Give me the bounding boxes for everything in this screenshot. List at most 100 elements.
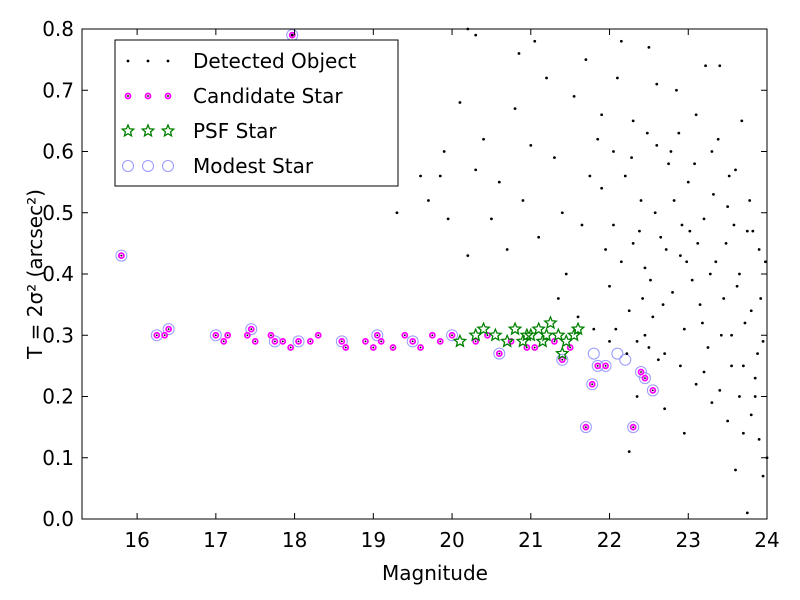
data-point [584, 58, 588, 62]
data-point [523, 344, 531, 351]
data-point [751, 229, 755, 233]
data-point [576, 315, 580, 319]
x-tick-label: 16 [124, 528, 149, 552]
data-point-center [167, 328, 170, 331]
x-axis-label: Magnitude [382, 561, 488, 585]
data-point [602, 362, 609, 370]
data-point [427, 199, 430, 202]
data-point [749, 309, 753, 313]
data-point [472, 337, 480, 345]
data-point [499, 333, 515, 348]
data-point [761, 474, 765, 478]
data-point [686, 180, 690, 184]
data-point [753, 395, 757, 398]
legend-item: Modest Star [122, 154, 314, 178]
legend-marker [142, 160, 154, 172]
legend-item: Candidate Star [124, 84, 343, 108]
data-point-center [372, 346, 375, 349]
data-point [698, 303, 702, 307]
data-point [209, 329, 222, 342]
legend-marker [162, 160, 174, 172]
data-point [764, 260, 767, 264]
data-point [531, 321, 546, 336]
data-point-center [644, 377, 646, 380]
data-point [474, 33, 478, 37]
data-point [338, 337, 346, 345]
data-point-center [431, 334, 434, 337]
data-point [690, 278, 694, 282]
legend-marker [164, 92, 172, 100]
data-point [373, 331, 381, 339]
y-tick-label: 0.0 [42, 507, 74, 531]
data-point [543, 315, 558, 330]
data-point [417, 344, 424, 351]
data-point [741, 364, 745, 368]
x-tick-label: 24 [754, 528, 779, 552]
data-point-center [364, 340, 367, 343]
data-point [389, 344, 397, 351]
data-point [730, 333, 733, 337]
data-point-center [604, 364, 607, 367]
data-point [738, 395, 741, 398]
data-point-center [309, 340, 312, 343]
data-point [631, 241, 635, 245]
legend-marker [144, 92, 152, 100]
data-point [395, 211, 399, 215]
data-point [452, 333, 468, 348]
data-point [377, 337, 385, 345]
data-point [667, 162, 670, 166]
data-point [702, 217, 706, 221]
data-point-center [222, 340, 225, 343]
data-point [553, 156, 556, 160]
data-point [647, 45, 651, 49]
legend-item: PSF Star [120, 119, 277, 143]
data-point [490, 217, 493, 221]
legend-marker-center [147, 95, 149, 97]
data-point [271, 337, 279, 345]
data-point-center [596, 364, 599, 367]
data-point [661, 303, 665, 307]
legend-marker [140, 123, 156, 138]
data-point [505, 248, 509, 251]
data-point [362, 337, 369, 345]
data-point [497, 180, 501, 184]
data-point [726, 419, 730, 423]
data-point-center [392, 346, 394, 349]
data-point [655, 82, 659, 86]
data-point [682, 327, 686, 331]
data-point [730, 364, 733, 368]
data-point [741, 431, 745, 435]
data-point [649, 386, 657, 394]
data-point [551, 327, 566, 342]
data-point [507, 321, 523, 336]
data-point [680, 223, 684, 227]
data-point [521, 199, 525, 202]
data-point [704, 64, 707, 68]
data-point [488, 327, 503, 342]
data-point [740, 119, 744, 123]
data-point [753, 376, 757, 380]
data-point [279, 337, 287, 345]
data-point-center [289, 346, 292, 349]
y-tick-label: 0.5 [42, 201, 74, 225]
data-point [635, 395, 639, 398]
legend: Detected Object Candidate Star PSF Star Mod… [114, 39, 399, 187]
data-point [579, 421, 592, 434]
data-point [627, 421, 640, 434]
x-tick-label: 17 [203, 528, 228, 552]
series-psf-star [452, 315, 586, 360]
data-point [682, 431, 686, 435]
data-point [671, 290, 674, 294]
data-point [476, 321, 491, 336]
y-tick-label: 0.4 [42, 262, 74, 286]
data-point [635, 339, 639, 343]
data-point [306, 337, 314, 345]
data-point [669, 150, 673, 153]
data-point [748, 199, 752, 202]
data-point [619, 39, 623, 43]
data-point [162, 323, 175, 336]
data-point [588, 174, 592, 178]
data-point [710, 150, 714, 153]
data-point-center [585, 426, 587, 429]
